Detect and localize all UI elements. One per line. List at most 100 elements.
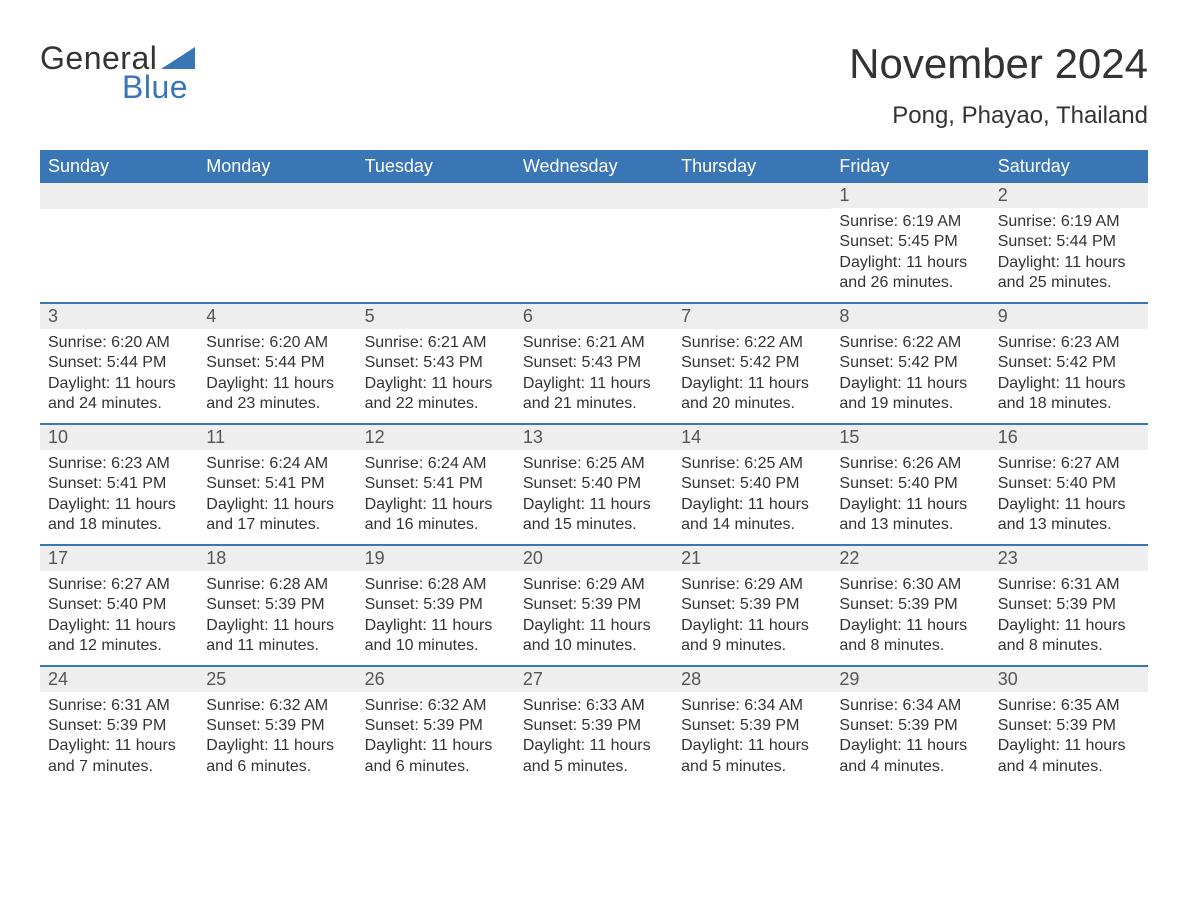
calendar-day-cell: 16Sunrise: 6:27 AMSunset: 5:40 PMDayligh… <box>990 425 1148 544</box>
logo-word-blue: Blue <box>122 69 195 106</box>
calendar-day-cell <box>198 183 356 302</box>
day-number: 27 <box>515 667 673 692</box>
calendar-day-cell: 20Sunrise: 6:29 AMSunset: 5:39 PMDayligh… <box>515 546 673 665</box>
day-body: Sunrise: 6:32 AMSunset: 5:39 PMDaylight:… <box>198 692 356 786</box>
day-body: Sunrise: 6:34 AMSunset: 5:39 PMDaylight:… <box>831 692 989 786</box>
day-body: Sunrise: 6:24 AMSunset: 5:41 PMDaylight:… <box>198 450 356 544</box>
sunset-text: Sunset: 5:44 PM <box>998 232 1140 252</box>
sunrise-text: Sunrise: 6:31 AM <box>998 575 1140 595</box>
sunset-text: Sunset: 5:41 PM <box>206 474 348 494</box>
calendar-day-cell: 19Sunrise: 6:28 AMSunset: 5:39 PMDayligh… <box>357 546 515 665</box>
day-number: 18 <box>198 546 356 571</box>
sunset-text: Sunset: 5:39 PM <box>839 595 981 615</box>
day-number <box>515 183 673 209</box>
day-body: Sunrise: 6:29 AMSunset: 5:39 PMDaylight:… <box>515 571 673 665</box>
sunset-text: Sunset: 5:39 PM <box>206 595 348 615</box>
day-number: 3 <box>40 304 198 329</box>
calendar-day-cell: 27Sunrise: 6:33 AMSunset: 5:39 PMDayligh… <box>515 667 673 786</box>
daylight-text: Daylight: 11 hours and 7 minutes. <box>48 736 190 777</box>
sunrise-text: Sunrise: 6:32 AM <box>365 696 507 716</box>
daylight-text: Daylight: 11 hours and 22 minutes. <box>365 374 507 415</box>
page-subtitle-location: Pong, Phayao, Thailand <box>849 102 1148 130</box>
daylight-text: Daylight: 11 hours and 18 minutes. <box>48 495 190 536</box>
sunset-text: Sunset: 5:42 PM <box>681 353 823 373</box>
sunset-text: Sunset: 5:42 PM <box>998 353 1140 373</box>
sunset-text: Sunset: 5:39 PM <box>523 716 665 736</box>
sunset-text: Sunset: 5:41 PM <box>48 474 190 494</box>
day-body: Sunrise: 6:31 AMSunset: 5:39 PMDaylight:… <box>990 571 1148 665</box>
daylight-text: Daylight: 11 hours and 10 minutes. <box>523 616 665 657</box>
calendar-header-cell: Monday <box>198 150 356 183</box>
day-number <box>357 183 515 209</box>
sunset-text: Sunset: 5:39 PM <box>523 595 665 615</box>
calendar-day-cell: 30Sunrise: 6:35 AMSunset: 5:39 PMDayligh… <box>990 667 1148 786</box>
sunset-text: Sunset: 5:39 PM <box>839 716 981 736</box>
day-body: Sunrise: 6:28 AMSunset: 5:39 PMDaylight:… <box>198 571 356 665</box>
sunset-text: Sunset: 5:39 PM <box>681 595 823 615</box>
day-number: 24 <box>40 667 198 692</box>
sunrise-text: Sunrise: 6:25 AM <box>523 454 665 474</box>
calendar-day-cell: 4Sunrise: 6:20 AMSunset: 5:44 PMDaylight… <box>198 304 356 423</box>
daylight-text: Daylight: 11 hours and 4 minutes. <box>998 736 1140 777</box>
calendar-day-cell: 6Sunrise: 6:21 AMSunset: 5:43 PMDaylight… <box>515 304 673 423</box>
sunrise-text: Sunrise: 6:23 AM <box>48 454 190 474</box>
calendar-day-cell: 12Sunrise: 6:24 AMSunset: 5:41 PMDayligh… <box>357 425 515 544</box>
title-block: November 2024 Pong, Phayao, Thailand <box>849 40 1148 130</box>
calendar-day-cell: 5Sunrise: 6:21 AMSunset: 5:43 PMDaylight… <box>357 304 515 423</box>
day-number: 26 <box>357 667 515 692</box>
sunset-text: Sunset: 5:43 PM <box>523 353 665 373</box>
calendar-day-cell <box>40 183 198 302</box>
daylight-text: Daylight: 11 hours and 8 minutes. <box>839 616 981 657</box>
day-number: 6 <box>515 304 673 329</box>
sunrise-text: Sunrise: 6:21 AM <box>523 333 665 353</box>
day-body: Sunrise: 6:32 AMSunset: 5:39 PMDaylight:… <box>357 692 515 786</box>
calendar-day-cell: 9Sunrise: 6:23 AMSunset: 5:42 PMDaylight… <box>990 304 1148 423</box>
day-body: Sunrise: 6:35 AMSunset: 5:39 PMDaylight:… <box>990 692 1148 786</box>
calendar-day-cell: 22Sunrise: 6:30 AMSunset: 5:39 PMDayligh… <box>831 546 989 665</box>
day-number: 17 <box>40 546 198 571</box>
daylight-text: Daylight: 11 hours and 8 minutes. <box>998 616 1140 657</box>
day-body: Sunrise: 6:27 AMSunset: 5:40 PMDaylight:… <box>40 571 198 665</box>
sunset-text: Sunset: 5:40 PM <box>839 474 981 494</box>
sunrise-text: Sunrise: 6:22 AM <box>681 333 823 353</box>
day-body: Sunrise: 6:22 AMSunset: 5:42 PMDaylight:… <box>673 329 831 423</box>
daylight-text: Daylight: 11 hours and 26 minutes. <box>839 253 981 294</box>
sunrise-text: Sunrise: 6:27 AM <box>48 575 190 595</box>
sunrise-text: Sunrise: 6:28 AM <box>206 575 348 595</box>
daylight-text: Daylight: 11 hours and 9 minutes. <box>681 616 823 657</box>
sunset-text: Sunset: 5:43 PM <box>365 353 507 373</box>
day-number: 21 <box>673 546 831 571</box>
day-number: 1 <box>831 183 989 208</box>
sunset-text: Sunset: 5:39 PM <box>48 716 190 736</box>
day-number: 29 <box>831 667 989 692</box>
day-body: Sunrise: 6:27 AMSunset: 5:40 PMDaylight:… <box>990 450 1148 544</box>
day-number: 12 <box>357 425 515 450</box>
day-body: Sunrise: 6:19 AMSunset: 5:44 PMDaylight:… <box>990 208 1148 302</box>
calendar-day-cell: 13Sunrise: 6:25 AMSunset: 5:40 PMDayligh… <box>515 425 673 544</box>
day-body: Sunrise: 6:19 AMSunset: 5:45 PMDaylight:… <box>831 208 989 302</box>
sunrise-text: Sunrise: 6:25 AM <box>681 454 823 474</box>
calendar-week-row: 10Sunrise: 6:23 AMSunset: 5:41 PMDayligh… <box>40 423 1148 544</box>
calendar-header-cell: Wednesday <box>515 150 673 183</box>
calendar-day-cell: 7Sunrise: 6:22 AMSunset: 5:42 PMDaylight… <box>673 304 831 423</box>
daylight-text: Daylight: 11 hours and 23 minutes. <box>206 374 348 415</box>
day-number: 16 <box>990 425 1148 450</box>
sunrise-text: Sunrise: 6:32 AM <box>206 696 348 716</box>
day-body: Sunrise: 6:30 AMSunset: 5:39 PMDaylight:… <box>831 571 989 665</box>
logo: General Blue <box>40 40 195 106</box>
daylight-text: Daylight: 11 hours and 12 minutes. <box>48 616 190 657</box>
daylight-text: Daylight: 11 hours and 6 minutes. <box>206 736 348 777</box>
calendar-header-row: SundayMondayTuesdayWednesdayThursdayFrid… <box>40 150 1148 183</box>
day-body: Sunrise: 6:23 AMSunset: 5:41 PMDaylight:… <box>40 450 198 544</box>
daylight-text: Daylight: 11 hours and 14 minutes. <box>681 495 823 536</box>
sunset-text: Sunset: 5:44 PM <box>48 353 190 373</box>
sunrise-text: Sunrise: 6:24 AM <box>365 454 507 474</box>
day-number <box>673 183 831 209</box>
calendar-day-cell: 15Sunrise: 6:26 AMSunset: 5:40 PMDayligh… <box>831 425 989 544</box>
calendar-day-cell: 28Sunrise: 6:34 AMSunset: 5:39 PMDayligh… <box>673 667 831 786</box>
calendar-day-cell: 17Sunrise: 6:27 AMSunset: 5:40 PMDayligh… <box>40 546 198 665</box>
sunrise-text: Sunrise: 6:19 AM <box>998 212 1140 232</box>
day-body: Sunrise: 6:26 AMSunset: 5:40 PMDaylight:… <box>831 450 989 544</box>
daylight-text: Daylight: 11 hours and 17 minutes. <box>206 495 348 536</box>
daylight-text: Daylight: 11 hours and 25 minutes. <box>998 253 1140 294</box>
